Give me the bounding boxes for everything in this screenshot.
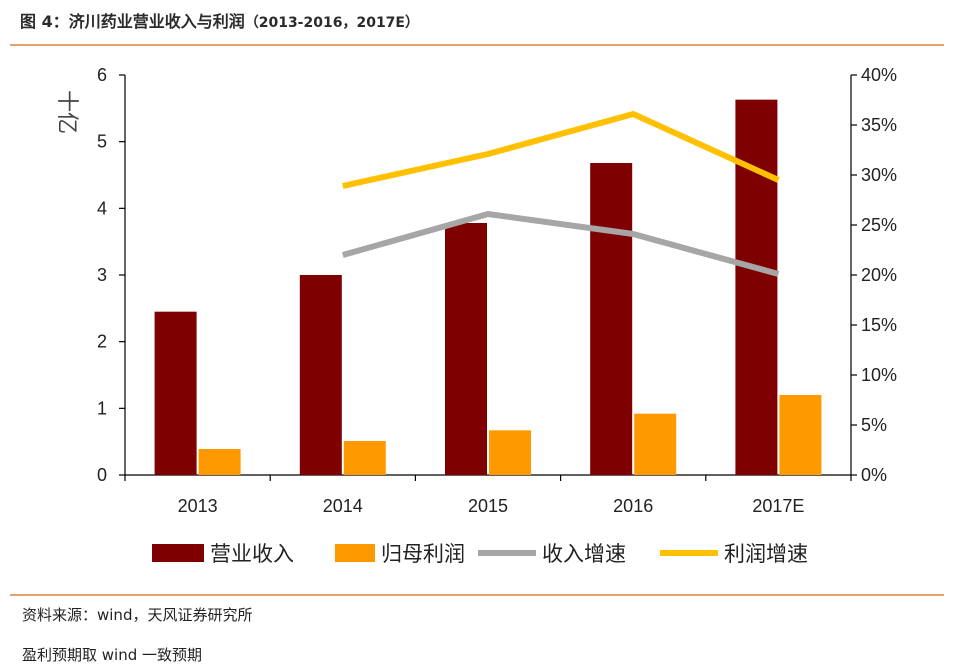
legend: 营业收入 归母利润 收入增速 利润增速 xyxy=(152,543,808,566)
right-tick-label: 20% xyxy=(861,265,897,285)
right-tick-label: 10% xyxy=(861,365,897,385)
legend-label-profit-growth: 利润增速 xyxy=(724,543,808,566)
x-tick-label-2014: 2014 xyxy=(323,496,363,516)
legend-key-profit xyxy=(335,544,375,562)
bar-profit-2015 xyxy=(489,430,531,475)
y-axis-unit-label: 十亿 xyxy=(55,90,80,134)
bar-profit-2016 xyxy=(634,413,677,475)
bars xyxy=(154,99,822,476)
x-tick-label-2017e: 2017E xyxy=(752,496,804,516)
growth-lines xyxy=(341,111,780,277)
bar-revenue-2013 xyxy=(154,311,197,475)
bar-revenue-2017e xyxy=(735,99,778,476)
bar-profit-2013 xyxy=(198,449,241,475)
revenue-profit-chart: 0 1 2 3 4 5 6 0% 5% 10% 15% 20% 25% 30% 35% 40% 2013 2014… xyxy=(55,65,897,566)
figure-title: 图 4：济川药业营业收入与利润（2013-2016，2017E） xyxy=(20,8,419,32)
left-tick-label: 2 xyxy=(97,332,107,352)
legend-label-revenue: 营业收入 xyxy=(210,543,294,566)
line-revenue-growth xyxy=(341,211,780,277)
bar-revenue-2016 xyxy=(590,163,633,475)
bar-revenue-2015 xyxy=(445,223,487,475)
left-tick-label: 4 xyxy=(97,198,107,218)
right-tick-label: 30% xyxy=(861,165,897,185)
right-tick-label: 15% xyxy=(861,315,897,335)
line-profit-growth xyxy=(342,111,780,189)
left-tick-label: 5 xyxy=(97,132,107,152)
top-divider xyxy=(10,44,944,46)
x-tick-label-2015: 2015 xyxy=(468,496,508,516)
bar-profit-2014 xyxy=(343,441,386,475)
x-tick-label-2013: 2013 xyxy=(178,496,218,516)
bar-revenue-2014 xyxy=(299,275,342,475)
figure-title-text: 图 4：济川药业营业收入与利润 xyxy=(20,12,245,31)
axes: 0 1 2 3 4 5 6 0% 5% 10% 15% 20% 25% 30% 35% 40% 2013 2014… xyxy=(55,65,897,516)
x-tick-label-2016: 2016 xyxy=(613,496,653,516)
bar-profit-2017e xyxy=(779,395,822,475)
right-tick-label: 40% xyxy=(861,65,897,85)
left-tick-label: 6 xyxy=(97,65,107,85)
legend-key-revenue xyxy=(152,544,204,562)
source-note: 资料来源：wind，天风证券研究所 xyxy=(22,606,253,624)
left-tick-label: 3 xyxy=(97,265,107,285)
right-tick-label: 35% xyxy=(861,115,897,135)
right-tick-label: 25% xyxy=(861,215,897,235)
left-tick-label: 1 xyxy=(97,398,107,418)
figure-subtitle: （2013-2016，2017E） xyxy=(244,15,419,31)
right-tick-label: 5% xyxy=(861,415,887,435)
bottom-divider xyxy=(10,594,944,596)
right-tick-label: 0% xyxy=(861,465,887,485)
legend-label-revenue-growth: 收入增速 xyxy=(542,543,626,566)
legend-label-profit: 归母利润 xyxy=(381,543,465,566)
left-tick-label: 0 xyxy=(97,465,107,485)
consensus-note: 盈利预期取 wind 一致预期 xyxy=(22,646,203,664)
